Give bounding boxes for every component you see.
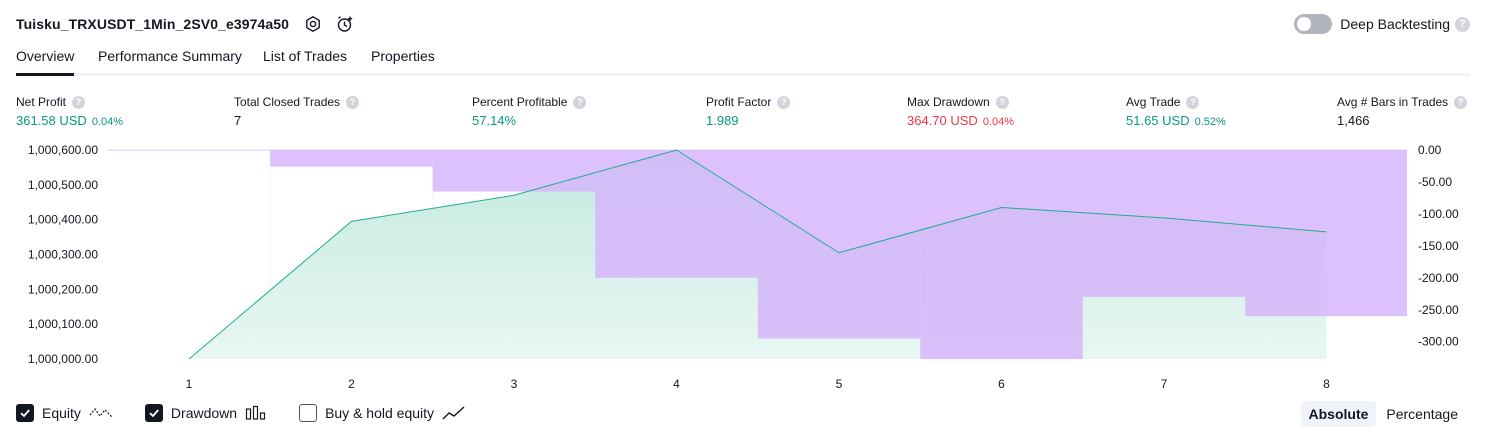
- drawdown-bars-icon: [245, 405, 267, 421]
- stat-avg-trade: Avg Trade? 51.65 USD 0.52%: [1126, 94, 1226, 128]
- scale-mode-switch: Absolute Percentage: [1299, 401, 1467, 427]
- stat-percent: 0.04%: [92, 116, 123, 128]
- y-right-tick: -100.00: [1418, 207, 1459, 221]
- toggle-knob: [1297, 17, 1311, 31]
- drawdown-bar-2[interactable]: [270, 150, 433, 167]
- x-tick: 1: [186, 377, 193, 391]
- stat-avg-bars-in-trades: Avg # Bars in Trades? 1,466: [1337, 94, 1467, 128]
- help-icon[interactable]: ?: [72, 96, 85, 109]
- stat-percent: 0.04%: [983, 116, 1014, 128]
- stat-value: 364.70 USD: [907, 113, 978, 128]
- deep-backtesting-label: Deep Backtesting: [1340, 16, 1450, 32]
- stat-value: 361.58 USD: [16, 113, 87, 128]
- stat-label: Avg # Bars in Trades: [1337, 95, 1448, 109]
- deep-backtesting-toggle[interactable]: [1294, 14, 1332, 34]
- tab-list-of-trades[interactable]: List of Trades: [263, 48, 347, 76]
- stat-total-closed-trades: Total Closed Trades? 7: [234, 94, 359, 128]
- help-icon[interactable]: ?: [1454, 96, 1467, 109]
- x-tick: 2: [348, 377, 355, 391]
- equity-drawdown-chart[interactable]: 1,000,600.00 1,000,500.00 1,000,400.00 1,00…: [0, 138, 1486, 400]
- drawdown-bar-6[interactable]: [920, 150, 1083, 359]
- chart-legend: Equity Drawdown Buy & hold equity: [16, 404, 498, 422]
- stat-value: 7: [234, 113, 241, 128]
- y-left-tick: 1,000,300.00: [28, 248, 98, 262]
- y-left-tick: 1,000,000.00: [28, 352, 98, 366]
- drawdown-bar-7[interactable]: [1083, 150, 1246, 297]
- x-tick: 6: [998, 377, 1005, 391]
- legend-equity[interactable]: Equity: [16, 404, 113, 422]
- legend-label: Buy & hold equity: [325, 405, 434, 421]
- y-right-tick: -300.00: [1418, 335, 1459, 349]
- stat-label: Net Profit: [16, 95, 66, 109]
- deep-backtesting: Deep Backtesting ?: [1294, 14, 1470, 34]
- legend-drawdown[interactable]: Drawdown: [145, 404, 267, 422]
- buy-hold-checkbox[interactable]: [299, 404, 317, 422]
- y-right-tick: -50.00: [1418, 175, 1452, 189]
- y-left-tick: 1,000,500.00: [28, 178, 98, 192]
- stat-value: 51.65 USD: [1126, 113, 1190, 128]
- x-tick: 3: [511, 377, 518, 391]
- equity-line-icon: [89, 405, 113, 421]
- x-tick: 7: [1161, 377, 1168, 391]
- percentage-button[interactable]: Percentage: [1378, 401, 1466, 427]
- stat-label: Max Drawdown: [907, 95, 990, 109]
- y-right-tick: -250.00: [1418, 303, 1459, 317]
- y-left-tick: 1,000,400.00: [28, 213, 98, 227]
- stat-label: Percent Profitable: [472, 95, 567, 109]
- drawdown-checkbox[interactable]: [145, 404, 163, 422]
- help-icon[interactable]: ?: [573, 96, 586, 109]
- stat-label: Avg Trade: [1126, 95, 1180, 109]
- tab-properties[interactable]: Properties: [371, 48, 435, 76]
- y-right-tick: -150.00: [1418, 239, 1459, 253]
- settings-icon[interactable]: [303, 14, 323, 34]
- stat-value: 1.989: [706, 113, 739, 128]
- add-alert-icon[interactable]: [335, 14, 355, 34]
- stat-profit-factor: Profit Factor? 1.989: [706, 94, 790, 128]
- help-icon[interactable]: ?: [1455, 17, 1470, 32]
- buy-hold-line-icon: [442, 405, 466, 421]
- y-right-tick: 0.00: [1418, 143, 1442, 157]
- x-tick: 8: [1323, 377, 1330, 391]
- legend-label: Drawdown: [171, 405, 237, 421]
- drawdown-bar-8[interactable]: [1245, 150, 1407, 316]
- tab-overview[interactable]: Overview: [16, 48, 74, 76]
- x-tick: 5: [836, 377, 843, 391]
- tab-performance-summary[interactable]: Performance Summary: [98, 48, 242, 76]
- strategy-title: Tuisku_TRXUSDT_1Min_2SV0_e3974a50: [16, 16, 289, 32]
- drawdown-bar-5[interactable]: [758, 150, 921, 339]
- legend-buy-hold-equity[interactable]: Buy & hold equity: [299, 404, 466, 422]
- help-icon[interactable]: ?: [996, 96, 1009, 109]
- x-tick: 4: [673, 377, 680, 391]
- stat-value: 57.14%: [472, 113, 516, 128]
- stat-label: Profit Factor: [706, 95, 771, 109]
- stat-percent: 0.52%: [1195, 116, 1226, 128]
- strategy-header: Tuisku_TRXUSDT_1Min_2SV0_e3974a50: [16, 12, 355, 36]
- drawdown-bar-4[interactable]: [595, 150, 758, 278]
- drawdown-bar-3[interactable]: [433, 150, 596, 192]
- tab-bar: Overview Performance Summary List of Tra…: [16, 44, 1470, 76]
- y-left-tick: 1,000,600.00: [28, 143, 98, 157]
- stat-max-drawdown: Max Drawdown? 364.70 USD 0.04%: [907, 94, 1014, 128]
- y-right-tick: -200.00: [1418, 271, 1459, 285]
- stat-value: 1,466: [1337, 113, 1370, 128]
- help-icon[interactable]: ?: [777, 96, 790, 109]
- equity-checkbox[interactable]: [16, 404, 34, 422]
- help-icon[interactable]: ?: [1186, 96, 1199, 109]
- y-left-tick: 1,000,100.00: [28, 317, 98, 331]
- legend-label: Equity: [42, 405, 81, 421]
- stat-net-profit: Net Profit? 361.58 USD 0.04%: [16, 94, 123, 128]
- absolute-button[interactable]: Absolute: [1301, 401, 1377, 427]
- y-left-tick: 1,000,200.00: [28, 282, 98, 296]
- drawdown-bar-1[interactable]: [108, 150, 271, 151]
- help-icon[interactable]: ?: [346, 96, 359, 109]
- stat-percent-profitable: Percent Profitable? 57.14%: [472, 94, 586, 128]
- stat-label: Total Closed Trades: [234, 95, 340, 109]
